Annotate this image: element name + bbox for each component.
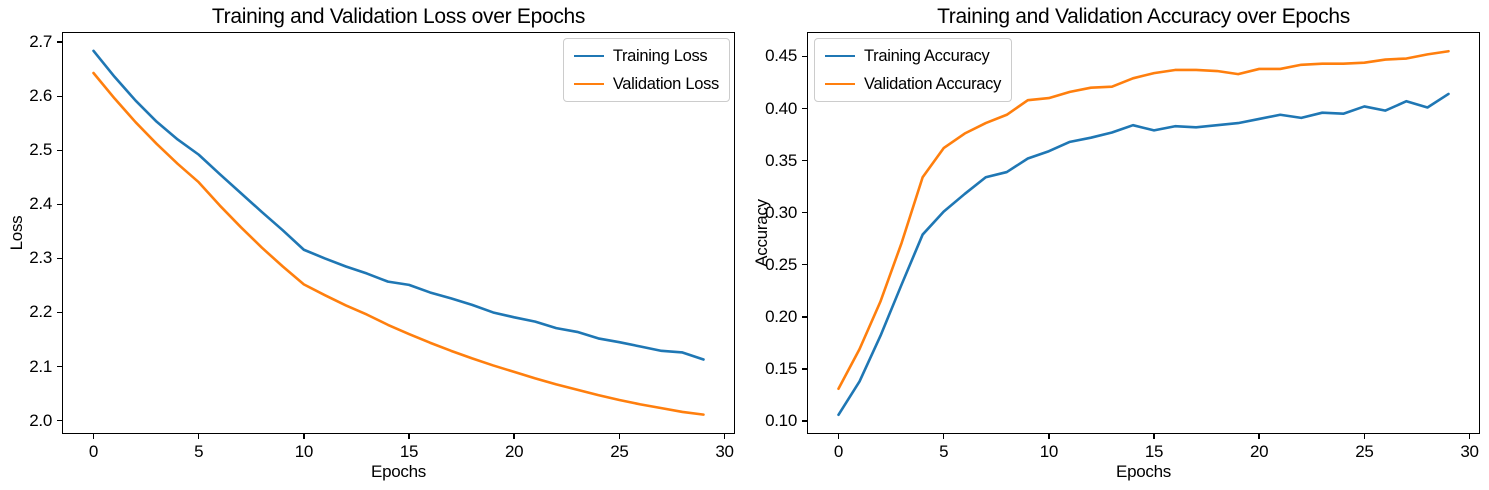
y-tick-mark [57, 419, 63, 422]
training-loss-line [92, 49, 705, 361]
y-tick-mark [57, 257, 63, 260]
x-tick-mark [618, 433, 621, 439]
chart-title: Training and Validation Loss over Epochs [211, 5, 586, 28]
y-tick-label: 2.1 [29, 356, 52, 376]
x-tick-mark [513, 433, 515, 439]
y-tick-label: 0.25 [765, 254, 797, 274]
legend-line-swatch [825, 55, 855, 58]
x-tick-mark [1048, 433, 1050, 439]
x-tick-mark [1153, 433, 1155, 439]
x-tick-label: 10 [294, 442, 314, 461]
y-tick-label: 0.15 [765, 358, 797, 378]
x-tick-label: 25 [1355, 442, 1374, 461]
x-tick-label: 15 [1144, 442, 1164, 461]
plot-area [837, 49, 1450, 417]
x-tick-mark [1468, 433, 1471, 439]
x-tick-mark [837, 433, 840, 439]
x-tick-label: 5 [194, 442, 204, 461]
x-tick-label: 5 [939, 442, 949, 461]
x-tick-mark [1363, 433, 1366, 439]
x-tick-label: 20 [505, 442, 524, 461]
accuracy-chart: Training and Validation Accuracy over Ep… [752, 5, 1480, 481]
y-tick-mark [57, 365, 63, 368]
x-tick-mark [1258, 433, 1260, 439]
plot-area [92, 49, 705, 416]
legend-row: Validation Accuracy [825, 74, 1001, 95]
y-tick-mark [802, 264, 808, 266]
y-tick-mark [57, 149, 63, 151]
x-axis-label: Epochs [1116, 462, 1171, 481]
y-tick-label: 0.20 [765, 306, 797, 326]
x-tick-label: 25 [610, 442, 629, 461]
y-tick-label: 2.0 [29, 410, 52, 430]
legend-line-swatch [825, 82, 855, 85]
legend-label: Training Accuracy [864, 47, 990, 65]
y-tick-label: 0.40 [765, 98, 797, 118]
legend: Training Loss Validation Loss [562, 38, 730, 103]
legend-row: Validation Loss [573, 74, 719, 95]
y-tick-label: 2.5 [29, 140, 52, 160]
x-tick-label: 30 [1460, 442, 1479, 461]
x-tick-mark [942, 433, 945, 439]
y-axis-label: Loss [7, 215, 26, 251]
legend-row: Training Accuracy [825, 46, 1001, 67]
y-tick-mark [57, 311, 63, 314]
legend-label: Validation Accuracy [864, 74, 1002, 93]
validation-accuracy-line [837, 49, 1450, 391]
y-tick-label: 0.35 [765, 150, 797, 170]
y-tick-label: 2.3 [29, 248, 52, 268]
y-tick-label: 0.45 [765, 46, 797, 66]
training-accuracy-line [837, 92, 1450, 417]
legend-line-swatch [573, 55, 604, 58]
y-tick-mark [802, 316, 808, 318]
validation-loss-line [92, 71, 705, 416]
x-tick-label: 10 [1039, 442, 1059, 461]
legend-row: Training Loss [573, 46, 719, 67]
y-tick-mark [802, 211, 808, 214]
y-tick-mark [57, 41, 63, 43]
x-tick-label: 30 [715, 442, 734, 461]
x-tick-label: 15 [399, 442, 419, 461]
legend-line-swatch [573, 82, 604, 85]
y-tick-mark [57, 95, 63, 97]
legend-label: Training Loss [612, 47, 708, 65]
y-tick-label: 2.7 [29, 32, 52, 52]
y-tick-label: 2.2 [29, 302, 52, 322]
chart-title: Training and Validation Accuracy over Ep… [937, 5, 1350, 28]
y-tick-mark [57, 203, 63, 206]
x-tick-mark [92, 433, 95, 439]
x-tick-mark [197, 433, 200, 439]
y-tick-label: 0.10 [765, 411, 797, 431]
x-tick-mark [408, 433, 410, 439]
x-tick-label: 20 [1250, 442, 1269, 461]
y-tick-mark [802, 368, 808, 370]
y-tick-label: 0.30 [765, 202, 797, 222]
legend-label: Validation Loss [612, 74, 719, 93]
x-tick-label: 0 [88, 442, 99, 461]
x-tick-label: 0 [833, 442, 844, 461]
y-tick-mark [802, 107, 808, 110]
y-tick-label: 2.6 [29, 86, 52, 106]
x-tick-mark [723, 433, 726, 439]
y-tick-label: 2.4 [29, 194, 52, 214]
y-tick-mark [802, 420, 808, 422]
y-tick-mark [802, 159, 808, 162]
legend: Training Accuracy Validation Accuracy [814, 38, 1013, 103]
y-tick-mark [802, 55, 808, 58]
x-axis-label: Epochs [371, 462, 426, 481]
loss-chart: Training and Validation Loss over Epochs… [7, 5, 735, 481]
x-tick-mark [303, 433, 305, 439]
